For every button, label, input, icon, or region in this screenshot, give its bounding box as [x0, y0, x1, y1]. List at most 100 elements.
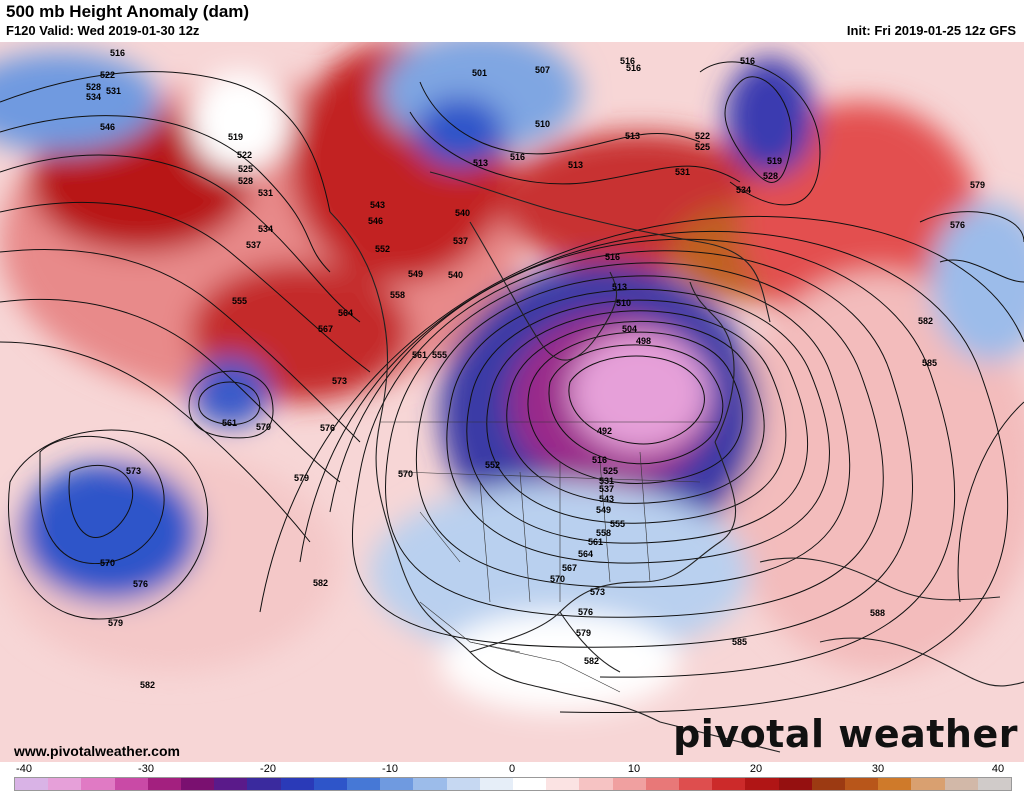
contour-label: 492	[597, 426, 612, 436]
contour-label: 546	[100, 122, 115, 132]
contour-label: 567	[318, 324, 333, 334]
anomaly-map[interactable]: 516 522 528 531 534 546 519 522 525 528 …	[0, 42, 1024, 762]
contour-label: 516	[740, 56, 755, 66]
contour-label: 570	[398, 469, 413, 479]
colorbar-strip	[14, 777, 1012, 791]
contour-label: 582	[313, 578, 328, 588]
colorbar-cell	[15, 778, 49, 790]
political-borders	[380, 421, 720, 693]
contour-label: 561	[588, 537, 603, 547]
colorbar-cell	[181, 778, 215, 790]
contour-label: 513	[473, 158, 488, 168]
contour-label: 552	[485, 460, 500, 470]
colorbar-cell	[147, 778, 182, 790]
contour-label: 498	[636, 336, 651, 346]
colorbar-cell	[513, 778, 547, 790]
init-time-label: Init: Fri 2019-01-25 12z GFS	[846, 23, 1016, 38]
contour-label: 555	[610, 519, 625, 529]
contour-label: 576	[320, 423, 335, 433]
contour-label: 525	[695, 142, 710, 152]
contour-label: 543	[370, 200, 385, 210]
colorbar-tick: -10	[382, 763, 398, 775]
contour-label: 549	[408, 269, 423, 279]
contour-label: 567	[562, 563, 577, 573]
colorbar-cell	[81, 778, 115, 790]
contour-label: 513	[625, 131, 640, 141]
contour-label: 576	[133, 579, 148, 589]
colorbar-cell	[944, 778, 978, 790]
contour-label: 528	[763, 171, 778, 181]
colorbar-cell	[977, 778, 1012, 790]
colorbar-cell	[579, 778, 613, 790]
height-contours	[0, 61, 1024, 714]
contour-label: 540	[455, 208, 470, 218]
contour-label: 531	[258, 188, 273, 198]
contour-label: 525	[603, 466, 618, 476]
contour-label: 516	[110, 48, 125, 58]
contour-label: 507	[535, 65, 550, 75]
contour-label: 528	[238, 176, 253, 186]
colorbar-cell	[214, 778, 248, 790]
colorbar-cell	[845, 778, 879, 790]
colorbar-cell	[446, 778, 480, 790]
contour-label: 546	[368, 216, 383, 226]
colorbar-tick: -40	[16, 763, 32, 775]
contour-label: 516	[510, 152, 525, 162]
colorbar-cell	[878, 778, 912, 790]
contour-label: 510	[535, 119, 550, 129]
contour-label: 579	[108, 618, 123, 628]
contour-label: 549	[596, 505, 611, 515]
contour-label: 585	[922, 358, 937, 368]
contour-label: 564	[578, 549, 593, 559]
contour-label: 516	[592, 455, 607, 465]
contour-label: 552	[375, 244, 390, 254]
contour-label: 561	[222, 418, 237, 428]
contour-label: 516	[626, 63, 641, 73]
contour-label: 519	[228, 132, 243, 142]
contour-label: 531	[675, 167, 690, 177]
colorbar-cell	[280, 778, 314, 790]
contour-label: 531	[599, 476, 614, 486]
contour-label: 525	[238, 164, 253, 174]
contour-label: 579	[970, 180, 985, 190]
contour-label: 585	[732, 637, 747, 647]
contour-label: 531	[106, 86, 121, 96]
contour-label: 579	[294, 473, 309, 483]
contour-label: 513	[612, 282, 627, 292]
valid-time-label: F120 Valid: Wed 2019-01-30 12z	[6, 23, 200, 38]
contour-label: 537	[453, 236, 468, 246]
colorbar-cell	[712, 778, 746, 790]
colorbar-cell	[911, 778, 945, 790]
chart-title: 500 mb Height Anomaly (dam)	[6, 2, 250, 21]
colorbar-tick: 30	[871, 763, 885, 775]
colorbar-cell	[413, 778, 447, 790]
colorbar-cell	[679, 778, 713, 790]
contour-label: 573	[126, 466, 141, 476]
contour-label: 516	[605, 252, 620, 262]
contour-label: 534	[736, 185, 751, 195]
contour-label: 555	[232, 296, 247, 306]
contour-label: 534	[86, 92, 101, 102]
contour-label: 522	[237, 150, 252, 160]
colorbar-ticks: -40 -30 -20 -10 0 10 20 30 40	[0, 762, 1024, 776]
colorbar-cell	[247, 778, 281, 790]
contour-label: 582	[918, 316, 933, 326]
contour-label: 528	[86, 82, 101, 92]
colorbar-cell	[612, 778, 646, 790]
contour-label: 522	[100, 70, 115, 80]
contour-label: 516	[620, 56, 635, 66]
colorbar-cell	[745, 778, 779, 790]
colorbar-cell	[479, 778, 514, 790]
contour-label: 564	[338, 308, 353, 318]
coastlines	[329, 171, 1024, 753]
contour-label: 558	[390, 290, 405, 300]
contour-label: 501	[472, 68, 487, 78]
colorbar-cell	[645, 778, 680, 790]
map-svg: 516 522 528 531 534 546 519 522 525 528 …	[0, 42, 1024, 762]
contour-label: 555	[432, 350, 447, 360]
website-url[interactable]: www.pivotalweather.com	[14, 743, 180, 759]
contour-label: 558	[596, 528, 611, 538]
contour-label: 522	[695, 131, 710, 141]
colorbar-cell	[778, 778, 812, 790]
contour-label: 573	[332, 376, 347, 386]
